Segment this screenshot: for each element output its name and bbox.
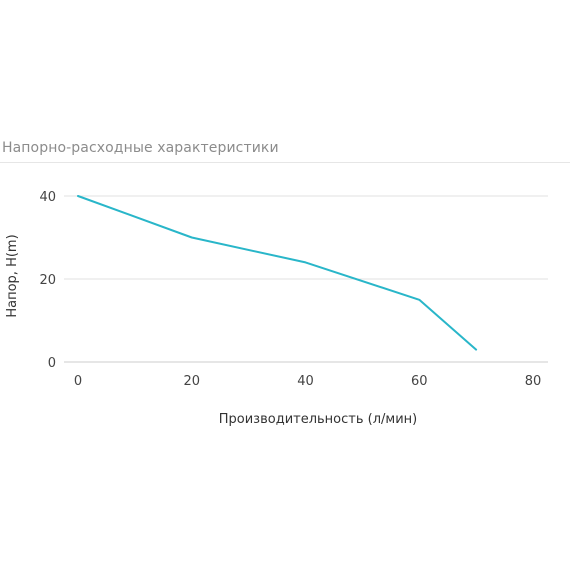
x-tick-label: 80 — [525, 374, 542, 389]
series-line-0 — [77, 195, 478, 351]
x-tick-label: 40 — [297, 374, 314, 389]
x-tick-label: 0 — [74, 374, 82, 389]
y-tick-label: 40 — [39, 190, 56, 205]
grid-lines — [64, 195, 548, 280]
chart-title: Напорно-расходные характеристики — [2, 140, 279, 156]
x-tick-label: 20 — [183, 374, 200, 389]
y-tick-label: 0 — [48, 356, 56, 371]
y-tick-labels: 0 20 40 — [39, 190, 56, 371]
x-axis-title: Производительность (л/мин) — [219, 412, 418, 427]
y-axis-title: Напор, H(m) — [5, 234, 20, 317]
title-divider — [0, 162, 570, 163]
x-tick-label: 60 — [411, 374, 428, 389]
series-lines — [77, 195, 478, 351]
x-tick-labels: 0 20 40 60 80 — [74, 374, 541, 389]
y-tick-label: 20 — [39, 273, 56, 288]
